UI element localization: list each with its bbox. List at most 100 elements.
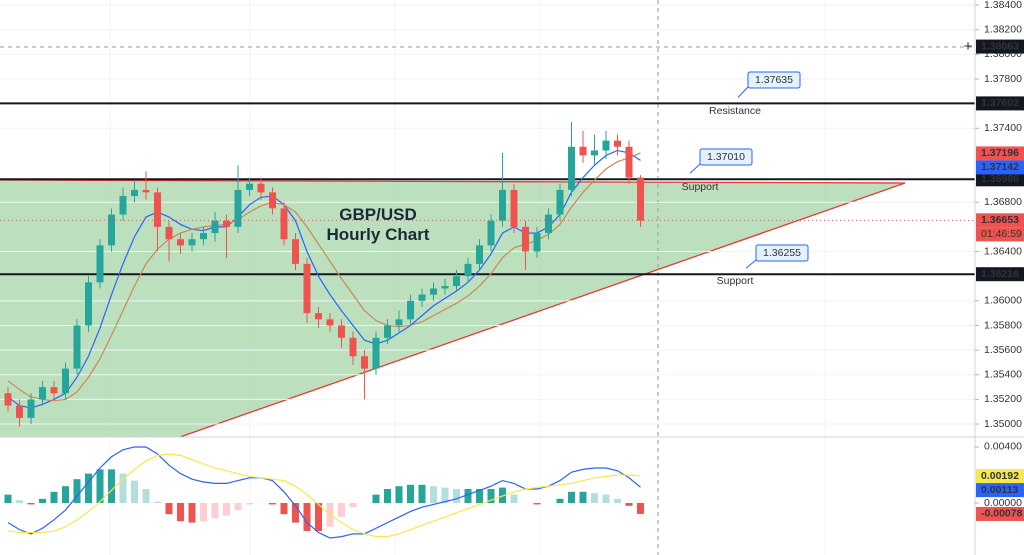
histogram-bar [591,493,598,504]
triangle-top [0,179,906,184]
histogram-bar [96,469,104,504]
candle-body [487,220,495,246]
candle-body [476,245,483,264]
candle-body [625,146,633,178]
candle-body [50,387,58,394]
candle-body [292,239,299,264]
callout-box [699,148,753,166]
candle-body [269,192,276,209]
y-tick-label: 1.35400 [984,369,1022,381]
callout-label: 1.37010 [707,151,745,163]
histogram-bar [119,473,127,504]
candle-body [154,192,161,227]
histogram-bar [372,494,380,504]
histogram-bar [303,503,311,532]
price-label-bg [976,213,1024,228]
histogram-bar [154,501,161,504]
macd-line [7,453,641,538]
candle-body [614,140,621,147]
histogram-bar [384,489,391,504]
histogram-bar [637,503,644,514]
y-tick-label: 1.35200 [984,393,1022,405]
y-tick-label: 1.35000 [984,418,1022,430]
histogram-bar [188,503,196,523]
histogram-bar [292,503,299,523]
candle-body [384,325,391,338]
countdown-bg [976,227,1024,242]
price-label: 0.00113 [981,484,1019,496]
histogram-bar [395,486,403,504]
histogram-bar [349,503,357,508]
candle-body [257,183,265,193]
chart-title: GBP/USD Hourly Chart [326,205,430,244]
y-tick-label: 1.35600 [984,344,1022,356]
moving-average [7,149,641,409]
plot-layer: 1.37635 Resistance 1.37010 Support 1.36255 Su… [0,4,975,539]
candle-body [62,368,69,394]
candle-body [119,196,127,215]
candle-body [602,140,610,151]
histogram-bar [50,491,58,504]
candle-body [568,146,575,190]
candle-body [533,233,541,252]
histogram-bar [4,494,12,504]
candle-body [464,263,472,277]
histogram-bar [27,503,35,505]
price-label-bg [976,469,1024,484]
y-tick-label: 1.37800 [984,73,1022,85]
histogram-bar [246,503,253,505]
candle-body [39,387,46,400]
candle-body [453,276,460,287]
candle-body [142,189,150,193]
price-label-bg [976,506,1024,521]
price-label: -0.00078 [981,508,1023,520]
histogram-bar [280,503,288,515]
histogram-bar [568,491,575,504]
histogram-bar [269,503,276,505]
crosshair-plus: + [964,38,973,55]
y-tick-label: 1.36800 [984,196,1022,208]
price-label: 1.37142 [981,161,1019,173]
histogram-bar [614,498,621,504]
candle-body [108,214,115,246]
price-axis: 1.384001.382001.380001.378001.374001.368… [975,0,1024,521]
histogram-bar [315,503,322,532]
candle-body [510,189,518,227]
candle-body [499,189,506,221]
price-label-bg [976,146,1024,161]
price-label: 1.38063 [981,40,1019,52]
histogram-bar [625,503,633,506]
histogram-bar [407,484,414,504]
histogram-bar [223,503,230,516]
triangle-bottom [179,182,906,438]
y-tick-label: 1.38400 [984,0,1022,11]
price-label-bg [976,160,1024,175]
histogram-bar [142,489,150,504]
candle-body [96,245,104,283]
candle-body [591,150,598,156]
candle-body [430,288,437,295]
candle-body [326,319,334,326]
level-note: Support [717,275,754,287]
candle-body [372,337,380,369]
candle-body [211,220,219,234]
y-tick-label: 0.00400 [984,441,1022,453]
histogram-bar [499,487,506,504]
candle-body [177,239,184,246]
y-tick-label: 1.36000 [984,295,1022,307]
candle-body [165,226,173,240]
histogram-bar [418,484,426,504]
histogram-bar [430,486,437,504]
histogram-bar [579,491,587,504]
histogram-bar [165,503,173,515]
candle-body [637,177,644,221]
candle-body [246,183,253,190]
histogram-bar [200,503,207,522]
y-tick-label: 0.00000 [984,497,1022,509]
level-note: Resistance [709,105,761,117]
candle-body [556,189,564,215]
candle-body [4,393,12,406]
price-label-bg [976,172,1024,187]
